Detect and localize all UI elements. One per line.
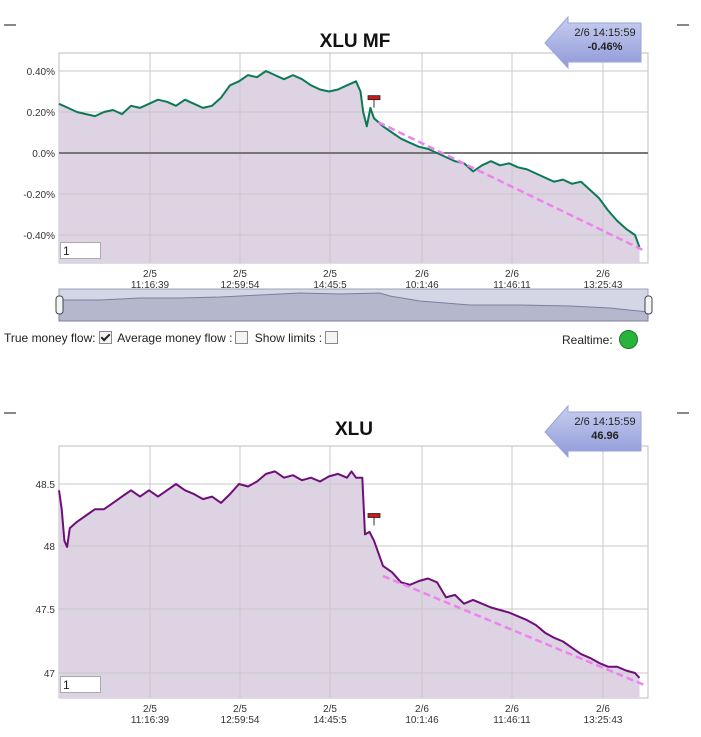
callout-value: 46.96: [591, 430, 619, 442]
value-callout: 2/6 14:15:59 46.96: [544, 404, 642, 459]
realtime-label: Realtime:: [562, 333, 613, 347]
period-input[interactable]: 1: [60, 676, 101, 693]
x-tick-date: 2/5: [233, 704, 247, 715]
y-tick-label: 48: [44, 542, 56, 553]
y-tick-label: -0.40%: [23, 231, 55, 242]
series-line: [58, 70, 641, 248]
x-tick-time: 11:16:39: [131, 280, 170, 291]
show-limits-label: Show limits :: [254, 331, 323, 345]
y-tick-label: -0.20%: [23, 190, 55, 201]
chart-title: XLU MF: [320, 31, 391, 52]
x-tick-time: 11:46:11: [493, 715, 531, 726]
navigator-handle-right[interactable]: [644, 295, 653, 315]
series-area: [59, 71, 640, 263]
x-tick-date: 2/6: [505, 269, 519, 280]
x-tick-time: 12:59:54: [221, 280, 260, 291]
average-money-flow-checkbox[interactable]: [235, 331, 249, 344]
x-tick-time: 14:45:5: [313, 715, 347, 726]
x-tick-date: 2/5: [323, 269, 337, 280]
x-tick-date: 2/6: [505, 704, 519, 715]
x-tick-time: 10:1:46: [405, 280, 439, 291]
x-tick-date: 2/5: [143, 704, 157, 715]
range-navigator[interactable]: [55, 288, 653, 322]
y-tick-label: 47.5: [36, 605, 56, 616]
y-tick-label: 0.0%: [32, 149, 55, 160]
x-tick-date: 2/6: [415, 704, 429, 715]
callout-datetime: 2/6 14:15:59: [574, 416, 635, 428]
chart-title: XLU: [335, 419, 373, 440]
x-tick-date: 2/5: [233, 269, 247, 280]
price-chart: XLU 48.54847.5472/511:16:392/512:59:542/…: [36, 404, 649, 726]
plot-area: 48.54847.5472/511:16:392/512:59:542/514:…: [36, 445, 649, 726]
x-tick-date: 2/5: [143, 269, 157, 280]
realtime-control: Realtime:: [562, 330, 638, 349]
true-money-flow-label: True money flow:: [4, 331, 96, 345]
realtime-status-icon[interactable]: [618, 330, 638, 349]
controls-row: True money flow: Average money flow : Sh…: [4, 331, 341, 345]
x-tick-date: 2/5: [323, 704, 337, 715]
callout-datetime: 2/6 14:15:59: [574, 27, 635, 39]
true-money-flow-checkbox[interactable]: [98, 331, 112, 344]
series-line: [58, 470, 641, 679]
navigator-handle-left[interactable]: [55, 295, 64, 315]
value-callout: 2/6 14:15:59 -0.46%: [544, 15, 642, 70]
x-tick-time: 13:25:43: [584, 280, 623, 291]
y-tick-label: 0.40%: [27, 67, 55, 78]
x-tick-time: 13:25:43: [584, 715, 623, 726]
callout-value: -0.46%: [588, 41, 623, 53]
plot-area: 0.40%0.20%0.0%-0.20%-0.40%2/511:16:392/5…: [23, 52, 649, 291]
trend-line: [377, 121, 647, 253]
average-money-flow-label: Average money flow :: [117, 331, 233, 345]
x-tick-date: 2/6: [596, 269, 610, 280]
period-input[interactable]: 1: [60, 242, 101, 259]
event-marker-icon[interactable]: [367, 513, 381, 518]
event-marker-icon[interactable]: [367, 95, 381, 101]
money-flow-chart: XLU MF 0.40%0.20%0.0%-0.20%-0.40%2/511:1…: [23, 15, 649, 291]
callout-arrow-icon: [544, 404, 642, 459]
callout-arrow-icon: [544, 15, 642, 70]
x-tick-time: 14:45:5: [313, 280, 347, 291]
series-area: [59, 471, 640, 698]
x-tick-time: 11:16:39: [131, 715, 170, 726]
show-limits-checkbox[interactable]: [325, 331, 339, 344]
x-tick-time: 10:1:46: [405, 715, 439, 726]
x-tick-date: 2/6: [415, 269, 429, 280]
y-tick-label: 48.5: [36, 480, 56, 491]
y-tick-label: 47: [44, 669, 56, 680]
trend-line: [382, 574, 647, 687]
x-tick-time: 11:46:11: [493, 280, 531, 291]
x-tick-time: 12:59:54: [221, 715, 260, 726]
x-tick-date: 2/6: [596, 704, 610, 715]
y-tick-label: 0.20%: [27, 108, 55, 119]
